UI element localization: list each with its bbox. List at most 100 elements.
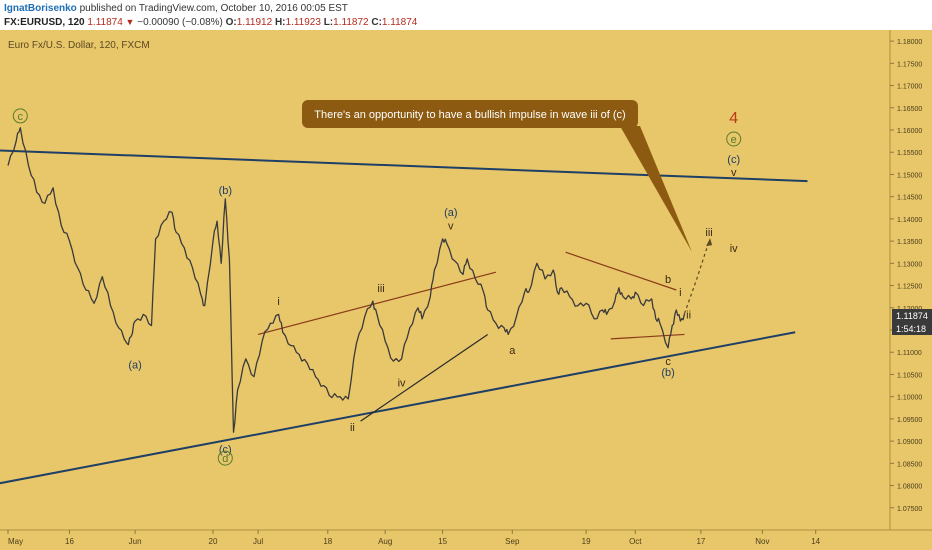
wave-label: (b) xyxy=(661,367,674,379)
countdown-badge-value: 1:54:18 xyxy=(896,324,926,334)
countdown-badge: 1:54:18 xyxy=(892,322,932,335)
low-value: 1.11872 xyxy=(333,17,369,28)
author-link[interactable]: IgnatBorisenko xyxy=(4,3,77,14)
wave-label: c xyxy=(665,356,671,368)
time-tick-label: 20 xyxy=(209,537,218,546)
price-tick-label: 1.16500 xyxy=(897,106,922,113)
price-tick-label: 1.17000 xyxy=(897,84,922,91)
time-axis-labels: May 16 Jun 20 Jul 18 Aug 15 Sep 19 Oct 17 Nov 14 xyxy=(7,530,821,546)
wave-label: (a) xyxy=(444,207,457,219)
close-label: C: xyxy=(371,17,382,28)
price-line xyxy=(7,127,686,433)
time-tick-label: Nov xyxy=(755,537,769,546)
trendline-upper xyxy=(0,149,808,183)
wave-label: (c) xyxy=(219,444,232,456)
callout: There's an opportunity to have a bullish… xyxy=(302,100,692,252)
high-value: 1.11923 xyxy=(285,17,321,28)
wedge-line-upper xyxy=(257,271,497,336)
wave-label-circle xyxy=(12,108,28,124)
price-tick-label: 1.09000 xyxy=(897,439,922,446)
last-price: 1.11874 xyxy=(87,17,123,28)
price-tick-label: 1.10500 xyxy=(897,372,922,379)
wave-label: iv xyxy=(730,243,738,255)
projection-path xyxy=(683,240,710,314)
price-tick-label: 1.08500 xyxy=(897,461,922,468)
price-tick-label: 1.18000 xyxy=(897,39,922,46)
wave-label: ii xyxy=(350,422,355,434)
wave-label: iv xyxy=(398,377,406,389)
wave-label: ii xyxy=(686,309,691,321)
time-tick-label: 18 xyxy=(323,537,332,546)
wave-label: 4 xyxy=(729,110,738,127)
wave-label: iii xyxy=(377,283,384,295)
time-tick-label: Jun xyxy=(129,537,142,546)
wave-label: v xyxy=(448,221,454,233)
publish-info: published on TradingView.com, October 10… xyxy=(79,3,348,14)
close-value: 1.11874 xyxy=(381,17,418,28)
price-series xyxy=(7,127,686,433)
price-tick-label: 1.07500 xyxy=(897,506,922,513)
price-tick-label: 1.09500 xyxy=(897,417,922,424)
callout-box xyxy=(302,100,638,128)
wave-label: e xyxy=(731,134,737,146)
trendlines xyxy=(0,149,808,485)
wave-label-circle xyxy=(217,450,233,466)
price-tick-label: 1.15500 xyxy=(897,150,922,157)
open-value: 1.11912 xyxy=(236,17,273,28)
ohlc-line: FX:EURUSD, 120 1.11874 ▼ −0.00090 (−0.08… xyxy=(4,17,417,28)
price-change: −0.00090 (−0.08%) xyxy=(137,17,223,28)
open-label: O: xyxy=(225,17,237,28)
wave-label: a xyxy=(509,345,516,357)
high-label: H: xyxy=(274,17,286,28)
time-tick-label: Jul xyxy=(253,537,263,546)
chart-header: IgnatBorisenko published on TradingView.… xyxy=(0,0,932,30)
callout-pointer xyxy=(620,126,692,252)
wave-label: i xyxy=(277,296,279,308)
wave-label: (a) xyxy=(128,360,141,372)
triangle-line-upper xyxy=(565,251,677,291)
price-tick-label: 1.17500 xyxy=(897,61,922,68)
time-tick-label: 16 xyxy=(65,537,74,546)
down-triangle-icon: ▼ xyxy=(125,17,135,27)
chart-title: Euro Fx/U.S. Dollar, 120, FXCM xyxy=(8,40,150,51)
price-tick-label: 1.14500 xyxy=(897,195,922,202)
wedge-line-lower xyxy=(360,333,489,422)
price-tick-label: 1.10000 xyxy=(897,395,922,402)
wave-label: c xyxy=(18,111,24,123)
callout-text: There's an opportunity to have a bullish… xyxy=(314,109,625,121)
projection xyxy=(683,238,713,314)
time-tick-label: 14 xyxy=(811,537,820,546)
projection-arrowhead xyxy=(706,238,713,247)
wave-label: d xyxy=(222,453,228,465)
time-tick-label: 17 xyxy=(696,537,705,546)
price-axis-labels: 1.18000 1.17500 1.17000 1.16500 1.16000 1.155… xyxy=(890,39,922,513)
triangle-line-lower xyxy=(610,333,685,340)
last-price-badge-value: 1.11874 xyxy=(896,311,928,321)
price-tick-label: 1.13500 xyxy=(897,239,922,246)
wave-label: v xyxy=(731,167,737,179)
trendline-lower xyxy=(0,331,796,485)
wave-label: b xyxy=(665,274,671,286)
wave-label: i xyxy=(679,287,681,299)
price-tick-label: 1.15000 xyxy=(897,172,922,179)
time-tick-label: May xyxy=(8,537,23,546)
wave-label: iii xyxy=(705,227,712,239)
time-tick-label: 19 xyxy=(582,537,591,546)
price-tick-label: 1.16000 xyxy=(897,128,922,135)
time-tick-label: Oct xyxy=(629,537,642,546)
price-tick-label: 1.14000 xyxy=(897,217,922,224)
time-tick-label: Sep xyxy=(505,537,520,546)
price-tick-label: 1.12500 xyxy=(897,284,922,291)
symbol-label: FX:EURUSD, 120 xyxy=(4,17,85,28)
wave-labels: c(b)(a)(c)diiiiiiiv(a)vabiiic(b)iiiiv4e(… xyxy=(12,108,742,466)
time-tick-label: Aug xyxy=(378,537,392,546)
price-tick-label: 1.11000 xyxy=(897,350,922,357)
wave-label: (c) xyxy=(727,154,740,166)
low-label: L: xyxy=(323,17,334,28)
wave-label: (b) xyxy=(219,185,232,197)
publish-line: IgnatBorisenko published on TradingView.… xyxy=(4,3,348,14)
wave-label-circle xyxy=(726,131,742,147)
time-tick-label: 15 xyxy=(438,537,447,546)
last-price-badge: 1.11874 xyxy=(892,309,932,322)
